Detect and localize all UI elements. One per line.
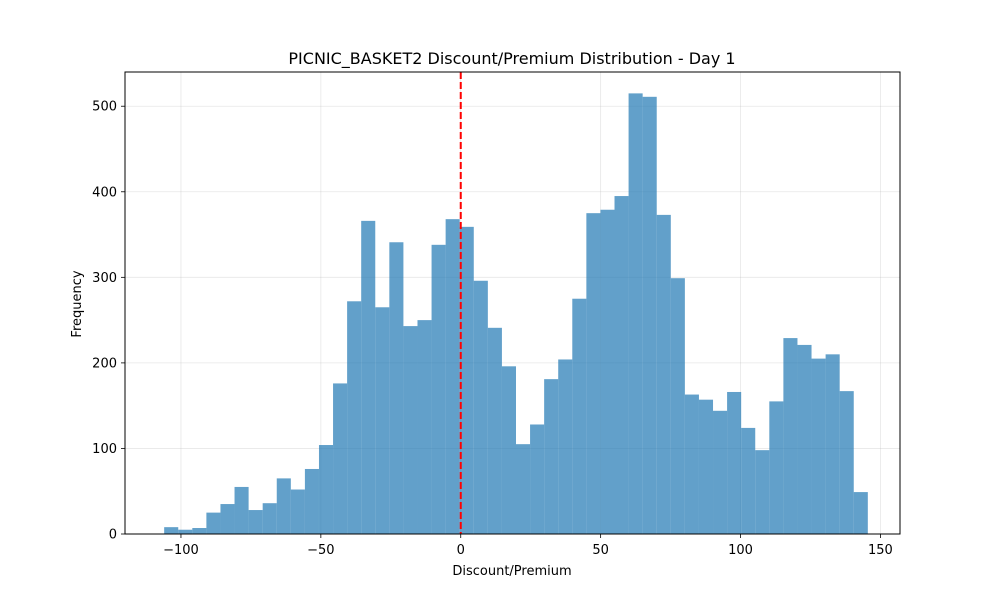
histogram-bar [811, 358, 826, 534]
histogram-bar [614, 196, 629, 535]
y-tick-label: 300 [92, 271, 117, 286]
histogram-bar [544, 379, 559, 534]
histogram-bar [487, 327, 502, 534]
histogram-bar [825, 354, 840, 534]
y-axis-label: Frequency [70, 270, 85, 337]
histogram-bar [248, 510, 263, 534]
histogram-bar [755, 450, 770, 534]
histogram-bar [220, 504, 235, 534]
histogram-bar [656, 214, 671, 534]
histogram-bar [769, 401, 784, 534]
histogram-bar [389, 242, 404, 534]
histogram-bar [192, 528, 207, 534]
histogram-bar [445, 219, 460, 534]
y-ticks: 0 100 200 300 400 500 [92, 100, 125, 543]
histogram-bar [304, 468, 319, 534]
histogram-bar [361, 220, 376, 534]
x-tick-label: −100 [163, 543, 199, 558]
histogram-bar [783, 338, 798, 534]
y-tick-label: 0 [109, 528, 117, 543]
histogram-bar [684, 394, 699, 534]
histogram-bar [600, 209, 615, 534]
histogram-bar [530, 424, 545, 534]
histogram-bar [276, 478, 291, 534]
histogram-bar [501, 366, 516, 534]
histogram-bar [164, 527, 179, 534]
histogram-bar [178, 529, 193, 534]
histogram-bar [642, 96, 657, 535]
x-axis-label: Discount/Premium [452, 564, 571, 579]
x-ticks: −100 −50 0 50 100 150 [163, 534, 893, 558]
y-tick-label: 200 [92, 356, 117, 371]
histogram-bar [558, 359, 573, 534]
x-tick-label: −50 [307, 543, 334, 558]
histogram-bar [586, 213, 601, 534]
histogram-bar [347, 301, 362, 534]
histogram-bar [262, 503, 277, 534]
histogram-bar [853, 492, 868, 534]
histogram-bar [473, 280, 488, 534]
histogram-bar [515, 444, 531, 534]
histogram-bar [797, 344, 812, 534]
histogram-bar [333, 383, 348, 534]
histogram-bar [375, 307, 390, 534]
x-tick-label: 0 [457, 543, 465, 558]
histogram-bar [234, 486, 249, 534]
y-tick-label: 100 [92, 442, 117, 457]
histogram-bar [713, 410, 728, 534]
histogram-bar [839, 391, 854, 534]
x-tick-label: 100 [728, 543, 753, 558]
x-tick-label: 50 [592, 543, 609, 558]
histogram-bar [417, 320, 432, 534]
y-tick-label: 400 [92, 185, 117, 200]
histogram-bar [670, 278, 685, 534]
bars-layer [164, 93, 868, 535]
histogram-bar [698, 399, 714, 534]
histogram-bar [459, 226, 474, 534]
histogram-bar [431, 244, 446, 535]
histogram-bar [206, 512, 221, 534]
histogram-bar [727, 391, 742, 534]
histogram-bar [290, 489, 305, 534]
histogram-bar [403, 326, 418, 534]
y-tick-label: 500 [92, 100, 117, 115]
plot-frame [124, 71, 901, 535]
histogram-bar [572, 298, 587, 534]
histogram-bar [628, 93, 643, 534]
chart-title: PICNIC_BASKET2 Discount/Premium Distribu… [288, 49, 735, 69]
x-tick-label: 150 [868, 543, 893, 558]
histogram-bar [318, 445, 334, 534]
histogram-bar [741, 427, 756, 534]
